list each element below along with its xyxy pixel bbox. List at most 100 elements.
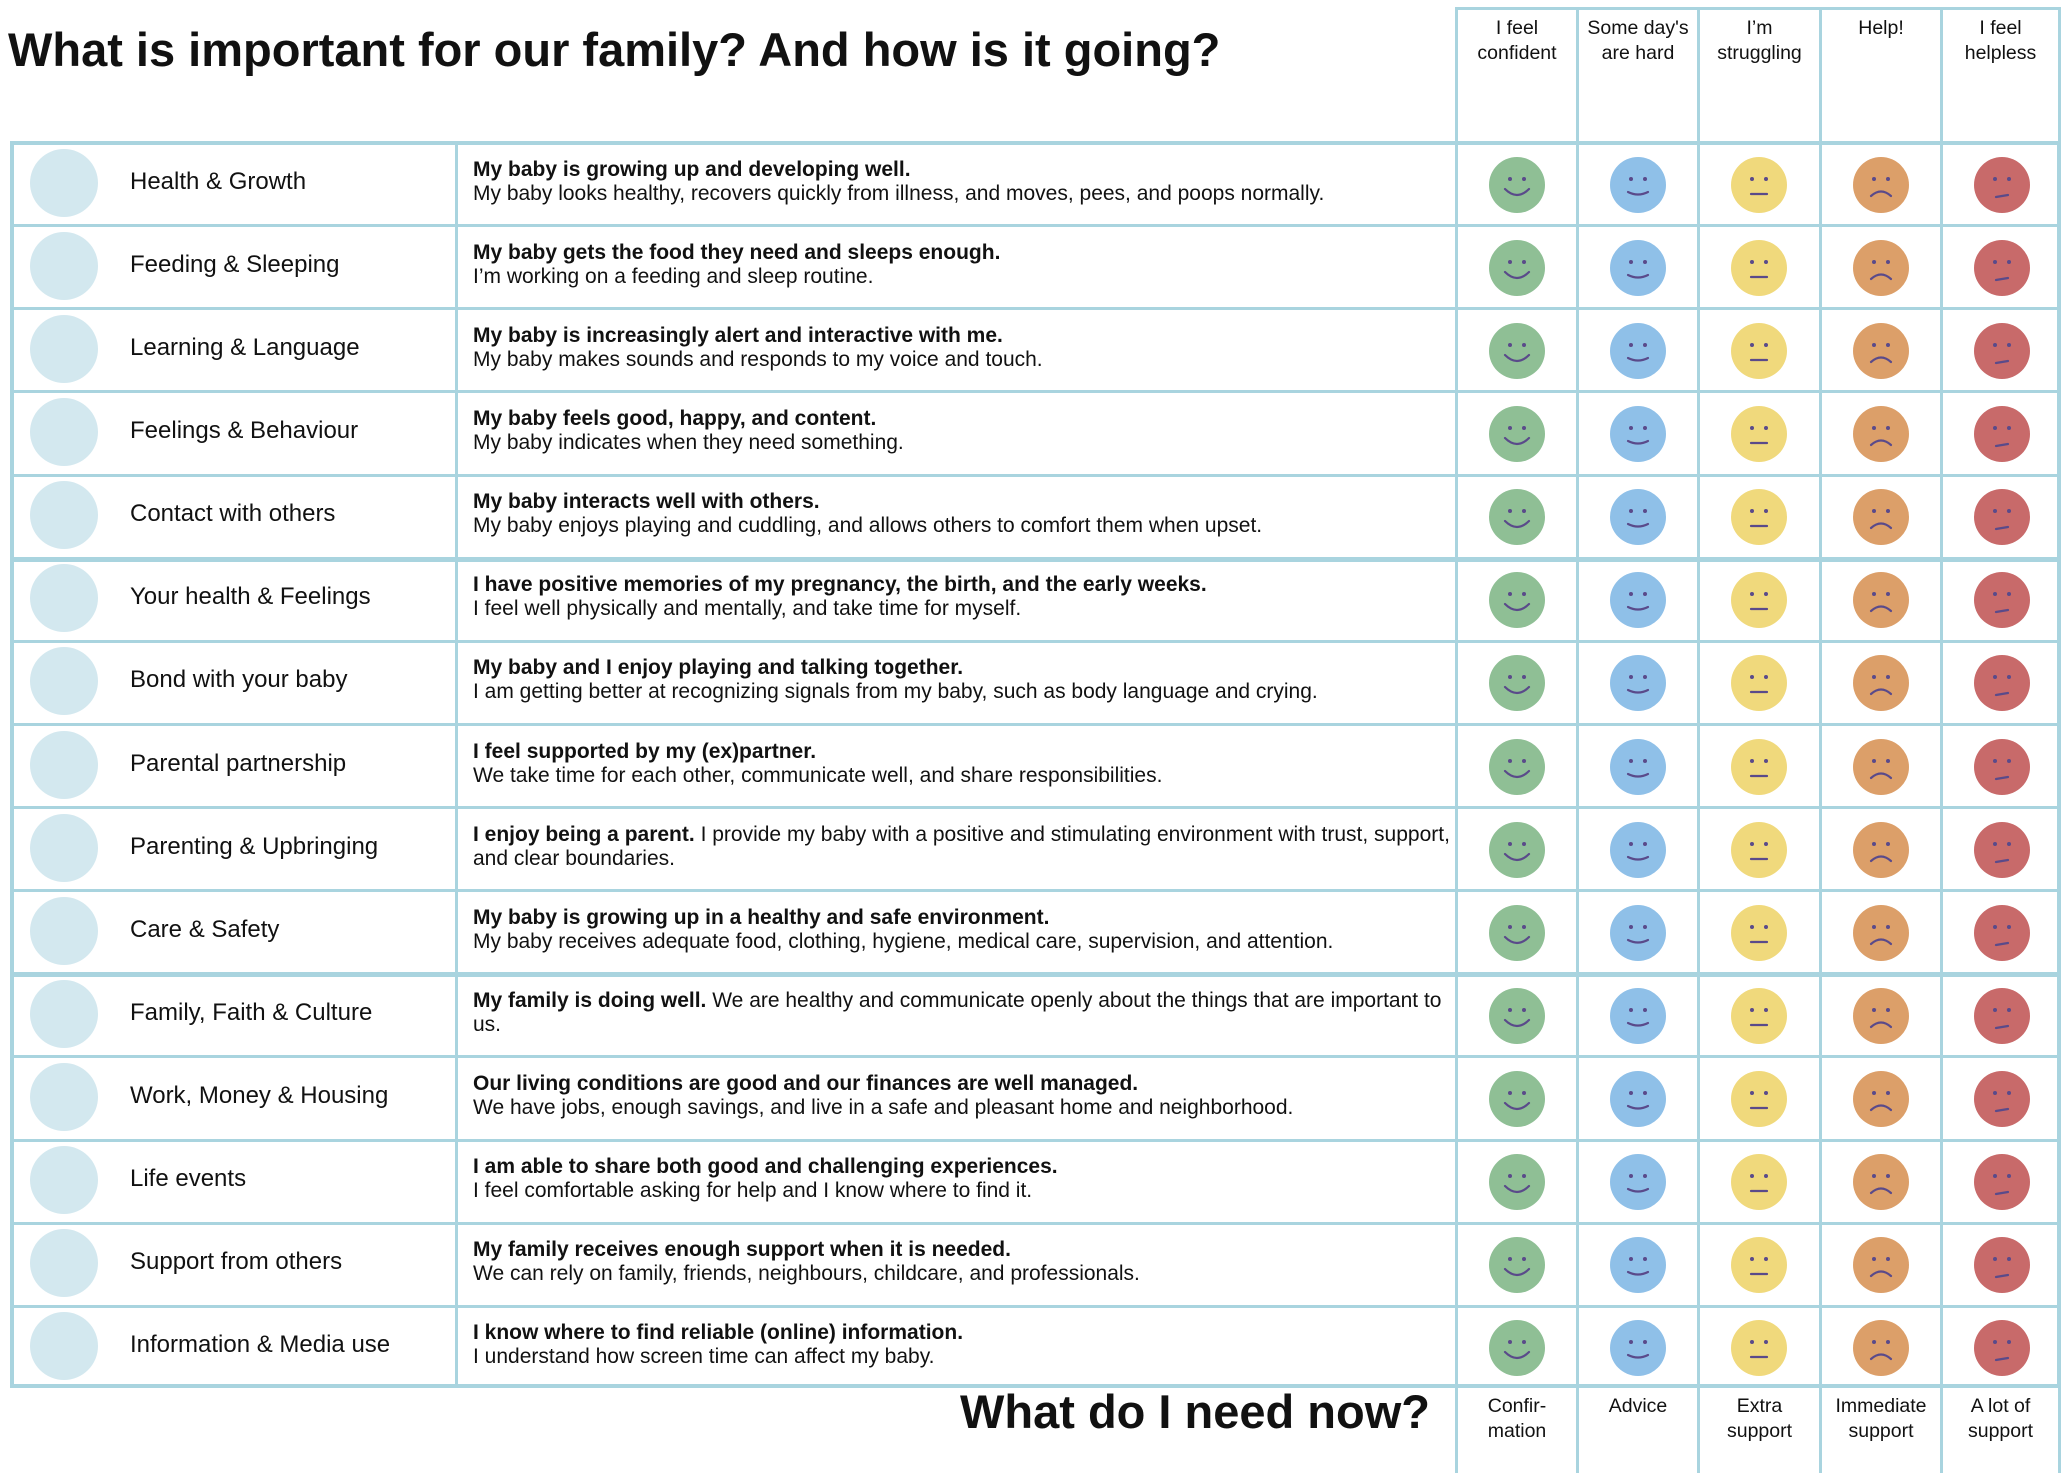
rating-face[interactable]: [1608, 1152, 1668, 1212]
rating-face[interactable]: [1972, 155, 2032, 215]
rating-face[interactable]: [1972, 820, 2032, 880]
rating-face[interactable]: [1608, 1069, 1668, 1129]
rating-face[interactable]: [1729, 404, 1789, 464]
rating-face[interactable]: [1608, 737, 1668, 797]
row-line: [10, 889, 2061, 893]
rating-face[interactable]: [1851, 986, 1911, 1046]
table-frame: [10, 141, 2061, 1388]
rating-face[interactable]: [1729, 1318, 1789, 1378]
rating-face[interactable]: [1487, 155, 1547, 215]
rating-face[interactable]: [1972, 321, 2032, 381]
rating-face[interactable]: [1972, 653, 2032, 713]
rating-face[interactable]: [1851, 820, 1911, 880]
column-line: [1576, 141, 1579, 1388]
row-line: [10, 1221, 2061, 1225]
rating-face[interactable]: [1851, 238, 1911, 298]
rating-face[interactable]: [1487, 238, 1547, 298]
rating-face[interactable]: [1487, 1069, 1547, 1129]
statement: My baby is increasingly alert and intera…: [473, 324, 1453, 372]
rating-face[interactable]: [1729, 903, 1789, 963]
rating-face[interactable]: [1608, 653, 1668, 713]
rating-face[interactable]: [1972, 1235, 2032, 1295]
rating-face[interactable]: [1608, 820, 1668, 880]
footer-title: What do I need now?: [960, 1385, 1430, 1438]
rating-face[interactable]: [1851, 903, 1911, 963]
rating-face[interactable]: [1972, 1318, 2032, 1378]
statement-bold: My baby is growing up and developing wel…: [473, 157, 911, 181]
rating-face[interactable]: [1487, 1152, 1547, 1212]
rating-face[interactable]: [1851, 1318, 1911, 1378]
rating-face[interactable]: [1487, 986, 1547, 1046]
rating-face[interactable]: [1729, 737, 1789, 797]
column-line: [1455, 141, 1458, 1388]
row-icon: [30, 564, 98, 633]
rating-face[interactable]: [1972, 570, 2032, 630]
rating-face[interactable]: [1972, 404, 2032, 464]
rating-face[interactable]: [1729, 321, 1789, 381]
rating-face[interactable]: [1487, 321, 1547, 381]
rating-face[interactable]: [1851, 155, 1911, 215]
rating-face[interactable]: [1487, 737, 1547, 797]
rating-face[interactable]: [1851, 487, 1911, 547]
rating-face[interactable]: [1608, 155, 1668, 215]
rating-face[interactable]: [1851, 404, 1911, 464]
statement: My baby is growing up and developing wel…: [473, 158, 1453, 206]
rating-face[interactable]: [1972, 487, 2032, 547]
rating-face[interactable]: [1729, 570, 1789, 630]
rating-face[interactable]: [1972, 903, 2032, 963]
rating-face[interactable]: [1608, 570, 1668, 630]
rating-face[interactable]: [1608, 986, 1668, 1046]
rating-face[interactable]: [1487, 487, 1547, 547]
rating-face[interactable]: [1729, 1235, 1789, 1295]
rating-face[interactable]: [1851, 1069, 1911, 1129]
rating-face[interactable]: [1729, 986, 1789, 1046]
rating-face[interactable]: [1972, 986, 2032, 1046]
rating-face[interactable]: [1487, 653, 1547, 713]
rating-face[interactable]: [1487, 404, 1547, 464]
rating-face[interactable]: [1851, 570, 1911, 630]
rating-face[interactable]: [1729, 487, 1789, 547]
rating-face[interactable]: [1729, 1152, 1789, 1212]
topic: Bond with your baby: [130, 666, 348, 694]
rating-face[interactable]: [1851, 653, 1911, 713]
rating-face[interactable]: [1972, 1069, 2032, 1129]
rating-face[interactable]: [1608, 903, 1668, 963]
rating-face[interactable]: [1608, 238, 1668, 298]
rating-face[interactable]: [1729, 653, 1789, 713]
rating-face[interactable]: [1851, 1152, 1911, 1212]
topic: Care & Safety: [130, 915, 280, 943]
statement-text: I feel well physically and mentally, and…: [473, 597, 1022, 621]
rating-face[interactable]: [1729, 155, 1789, 215]
rating-face[interactable]: [1972, 238, 2032, 298]
statement: My baby interacts well with others. My ba…: [473, 490, 1453, 538]
rating-face[interactable]: [1487, 820, 1547, 880]
rating-face[interactable]: [1729, 1069, 1789, 1129]
rating-face[interactable]: [1972, 1152, 2032, 1212]
row-icon: [30, 231, 98, 300]
rating-face[interactable]: [1729, 820, 1789, 880]
row-icon: [30, 979, 98, 1048]
column-line: [455, 141, 458, 1388]
rating-face[interactable]: [1608, 487, 1668, 547]
rating-face[interactable]: [1487, 1318, 1547, 1378]
rating-face[interactable]: [1608, 1318, 1668, 1378]
rating-face[interactable]: [1608, 321, 1668, 381]
rating-face[interactable]: [1487, 1235, 1547, 1295]
row-icon: [30, 1229, 98, 1298]
statement-bold: My baby gets the food they need and slee…: [473, 240, 1001, 264]
statement-bold: My baby feels good, happy, and content.: [473, 406, 877, 430]
rating-face[interactable]: [1972, 737, 2032, 797]
rating-face[interactable]: [1851, 737, 1911, 797]
row-line: [10, 806, 2061, 810]
rating-face[interactable]: [1608, 1235, 1668, 1295]
topic: Learning & Language: [130, 333, 360, 361]
rating-face[interactable]: [1487, 903, 1547, 963]
rating-face[interactable]: [1487, 570, 1547, 630]
rating-face[interactable]: [1729, 238, 1789, 298]
rating-face[interactable]: [1851, 321, 1911, 381]
statement-text: My baby makes sounds and responds to my …: [473, 347, 1043, 371]
rating-face[interactable]: [1851, 1235, 1911, 1295]
topic: Parental partnership: [130, 749, 347, 777]
column-line: [1819, 141, 1822, 1388]
rating-face[interactable]: [1608, 404, 1668, 464]
